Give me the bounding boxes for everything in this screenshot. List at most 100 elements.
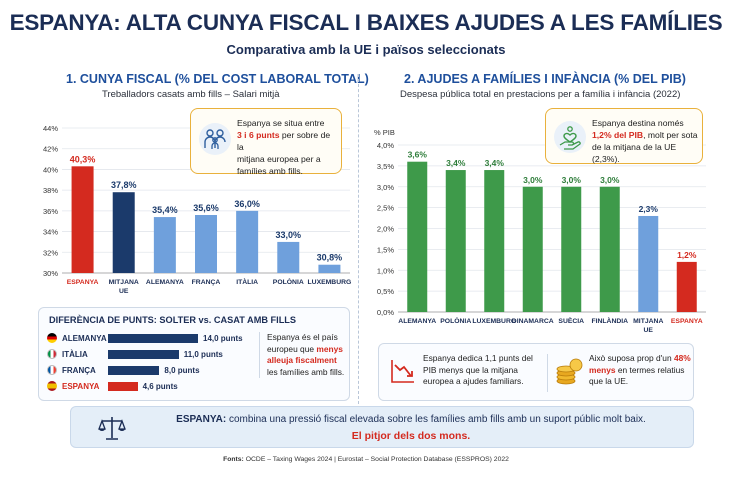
diff-value: 8,0 punts — [164, 365, 200, 375]
bar-value-label: 3,0% — [562, 175, 582, 185]
bar — [407, 161, 428, 312]
y-tick-label: 30% — [43, 269, 58, 278]
bar-value-label: 1,2% — [677, 250, 697, 260]
right-section-title: 2. AJUDES A FAMÍLIES I INFÀNCIA (% DEL P… — [404, 72, 686, 86]
y-tick-label: 0,0% — [377, 308, 394, 317]
france-flag-icon — [47, 365, 57, 375]
conclusion-banner: ESPANYA: combina una pressió fiscal elev… — [70, 406, 694, 448]
x-tick-label: UE — [119, 288, 129, 295]
x-tick-label: FRANÇA — [192, 279, 221, 286]
bar-value-label: 35,4% — [152, 205, 178, 215]
y-tick-label: 1,0% — [377, 266, 394, 275]
spain-flag-icon — [47, 381, 57, 391]
diff-row: ESPANYA 4,6 punts — [47, 380, 178, 392]
y-tick-label: 32% — [43, 248, 58, 257]
x-tick-label: ESPANYA — [671, 318, 703, 325]
tax-wedge-callout-text: Espanya se situa entre 3 i 6 punts per s… — [237, 118, 331, 176]
family-icon — [199, 123, 231, 155]
gdp-info-panel: Espanya dedica 1,1 punts del PIB menys q… — [378, 343, 694, 401]
points-difference-title: DIFERÈNCIA DE PUNTS: SOLTER vs. CASAT AM… — [49, 315, 297, 325]
x-tick-label: ITÀLIA — [236, 277, 258, 286]
italy-flag-icon — [47, 349, 57, 359]
y-tick-label: 3,5% — [377, 162, 394, 171]
bar-value-label: 2,3% — [639, 204, 659, 214]
x-tick-label: POLÒNIA — [273, 277, 304, 286]
y-tick-label: 44% — [43, 124, 58, 133]
bar-value-label: 37,8% — [111, 180, 137, 190]
y-tick-label: 1,5% — [377, 245, 394, 254]
right-section-subtitle: Despesa pública total en prestacions per… — [400, 89, 681, 100]
diff-country: ITÀLIA — [62, 349, 88, 359]
y-tick-label: 42% — [43, 145, 58, 154]
bar-value-label: 3,4% — [485, 158, 505, 168]
diff-bar — [108, 365, 160, 375]
y-tick-label: 0,5% — [377, 287, 394, 296]
info-divider — [547, 354, 548, 392]
page-subtitle: Comparativa amb la UE i països seleccion… — [226, 42, 506, 57]
bar — [676, 261, 697, 312]
diff-country: FRANÇA — [62, 365, 96, 375]
bar — [599, 186, 620, 312]
diff-country: ALEMANYA — [62, 333, 107, 343]
left-section-subtitle: Treballadors casats amb fills – Salari m… — [102, 89, 280, 100]
section-divider — [358, 74, 359, 404]
bar — [561, 186, 582, 312]
points-difference-panel: DIFERÈNCIA DE PUNTS: SOLTER vs. CASAT AM… — [38, 307, 350, 401]
x-tick-label: POLÒNIA — [440, 316, 471, 325]
y-axis-label: % PIB — [374, 128, 395, 137]
y-tick-label: 4,0% — [377, 141, 394, 150]
diff-country: ESPANYA — [62, 381, 100, 391]
scales-icon — [97, 413, 127, 443]
bar-value-label: 40,3% — [70, 154, 96, 164]
x-tick-label: SUÈCIA — [558, 316, 584, 325]
hand-heart-icon — [554, 121, 586, 153]
germany-flag-icon — [47, 333, 57, 343]
bar-value-label: 3,0% — [523, 175, 543, 185]
left-section-title: 1. CUNYA FISCAL (% DEL COST LABORAL TOTA… — [66, 72, 369, 86]
bar — [277, 241, 300, 273]
x-tick-label: ALEMANYA — [398, 318, 436, 325]
benefits-callout: Espanya destina només 1,2% del PIB, molt… — [545, 108, 703, 164]
diff-bar — [108, 349, 179, 359]
bar — [236, 210, 259, 273]
diff-row: ITÀLIA 11,0 punts — [47, 348, 223, 360]
y-tick-label: 2,5% — [377, 204, 394, 213]
bar — [445, 170, 466, 312]
diff-bar — [108, 333, 198, 343]
y-tick-label: 40% — [43, 165, 58, 174]
bar — [153, 217, 176, 273]
bar — [195, 215, 217, 273]
bar-value-label: 35,6% — [193, 203, 219, 213]
bar — [71, 166, 94, 273]
sources-footer: Fonts: OCDE – Taxing Wages 2024 | Eurost… — [223, 456, 509, 463]
bar — [522, 186, 543, 312]
conclusion-highlight: El pitjor dels dos mons. — [351, 430, 471, 442]
gdp-gap-text: Espanya dedica 1,1 punts del PIB menys q… — [423, 353, 533, 386]
y-tick-label: 2,0% — [377, 225, 394, 234]
tax-wedge-callout: Espanya se situa entre 3 i 6 punts per s… — [190, 108, 342, 176]
y-tick-label: 34% — [43, 228, 58, 237]
x-tick-label: LUXEMBURG — [308, 279, 352, 286]
relative-gap-text: Això suposa prop d'un 48% menys en terme… — [589, 353, 691, 386]
x-tick-label: UE — [644, 327, 654, 334]
points-difference-note: Espanya és el país europeu que menys all… — [259, 332, 345, 378]
x-tick-label: FINLÀNDIA — [591, 316, 628, 325]
bar-value-label: 30,8% — [317, 253, 343, 263]
bar — [484, 170, 505, 312]
diff-value: 14,0 punts — [203, 333, 243, 343]
downtrend-chart-icon — [389, 357, 417, 385]
y-tick-label: 36% — [43, 207, 58, 216]
diff-bar — [108, 381, 138, 391]
x-tick-label: ALEMANYA — [146, 279, 184, 286]
bar-value-label: 36,0% — [234, 199, 260, 209]
conclusion-text: ESPANYA: combina una pressió fiscal elev… — [176, 414, 646, 425]
page-title: ESPANYA: ALTA CUNYA FISCAL I BAIXES AJUD… — [9, 10, 723, 35]
x-tick-label: DINAMARCA — [512, 318, 554, 325]
x-tick-label: MITJANA — [109, 279, 139, 286]
benefits-callout-text: Espanya destina només 1,2% del PIB, molt… — [592, 118, 698, 164]
x-tick-label: LUXEMBURG — [472, 318, 516, 325]
bar-value-label: 33,0% — [276, 230, 302, 240]
bar-value-label: 3,0% — [600, 175, 620, 185]
